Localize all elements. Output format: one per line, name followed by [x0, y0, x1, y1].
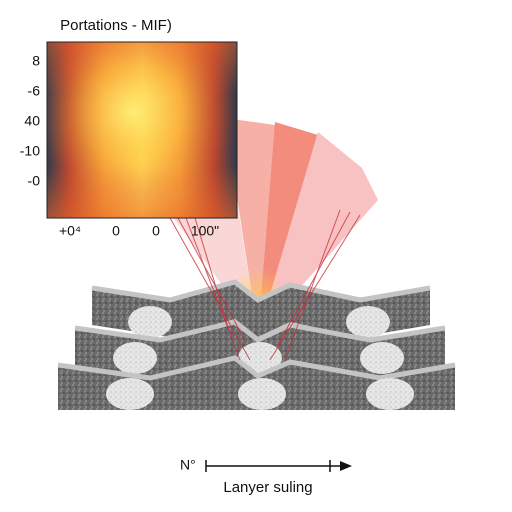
scale-unit: N°	[180, 457, 196, 473]
rays	[169, 209, 361, 361]
heatmap-highlight	[46, 41, 238, 219]
y-label: -10	[20, 143, 40, 159]
y-label: 40	[24, 113, 40, 129]
ray	[269, 214, 361, 361]
ray	[169, 217, 251, 361]
layer	[91, 279, 431, 338]
x-label: +0⁴	[59, 223, 81, 239]
heatmap-title: Portations - MIF)	[60, 17, 172, 34]
scale-bar: N° Lanyer suling	[180, 457, 352, 496]
x-labels: +0⁴ 0 0 100"	[59, 223, 219, 239]
ray	[284, 209, 341, 361]
x-label: 0	[112, 223, 120, 239]
x-label: 100"	[191, 223, 219, 239]
apex-glow	[228, 250, 288, 335]
heatmap: Portations - MIF) 8 -6 40 -10 -0 +0⁴ 0 0 100"	[20, 17, 238, 239]
y-label: -6	[28, 83, 41, 99]
scale-label: Lanyer suling	[223, 479, 312, 496]
x-label: 0	[152, 223, 160, 239]
ray	[177, 217, 246, 341]
ray	[194, 217, 233, 341]
layer	[74, 319, 446, 377]
scale-arrow	[340, 461, 352, 471]
y-label: -0	[28, 173, 41, 189]
layers	[57, 279, 456, 410]
ray	[277, 211, 351, 346]
y-labels: 8 -6 40 -10 -0	[20, 53, 40, 189]
y-label: 8	[32, 53, 40, 69]
layer	[57, 355, 456, 410]
